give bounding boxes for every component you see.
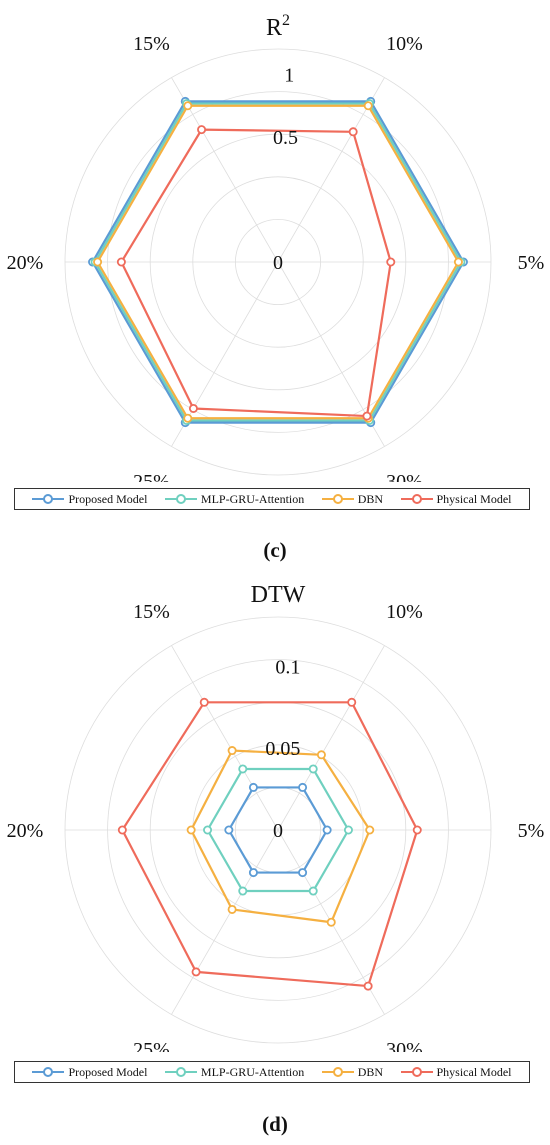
radial-tick-label: 1 bbox=[284, 64, 294, 86]
radial-tick-label: 0.05 bbox=[265, 738, 300, 760]
data-point bbox=[412, 825, 422, 835]
legend-item-mlp-gru-attention: MLP-GRU-Attention bbox=[164, 1064, 305, 1080]
grid-spoke bbox=[171, 829, 279, 1015]
legend-label: DBN bbox=[357, 491, 384, 506]
data-point bbox=[117, 825, 127, 835]
grid-spoke bbox=[277, 645, 385, 831]
category-label: 15% bbox=[133, 601, 170, 623]
data-point bbox=[238, 764, 248, 774]
category-label: 20% bbox=[7, 252, 44, 274]
chart-title: DTW bbox=[251, 582, 306, 608]
data-point bbox=[453, 257, 463, 267]
data-point bbox=[308, 764, 318, 774]
data-point bbox=[343, 825, 353, 835]
legend-c: Proposed Model MLP-GRU-Attention DBN Phy… bbox=[14, 488, 530, 510]
caption-text: (d) bbox=[262, 1112, 288, 1136]
category-label: 30% bbox=[386, 471, 423, 482]
legend-item-physical-model: Physical Model bbox=[400, 491, 512, 507]
data-point bbox=[322, 825, 332, 835]
chart-title-superscript: 2 bbox=[282, 12, 290, 29]
data-point bbox=[298, 868, 308, 878]
caption-text: (c) bbox=[263, 538, 287, 562]
legend-swatch bbox=[321, 494, 354, 504]
data-point bbox=[183, 101, 193, 111]
data-point bbox=[227, 904, 237, 914]
data-point bbox=[363, 101, 373, 111]
radar-chart-dtw: 0 0.05 0.1 5% 10% 15% 20% 25% 30% DTW bbox=[7, 582, 545, 1052]
category-label: 15% bbox=[133, 33, 170, 55]
radial-tick-label: 0.5 bbox=[273, 127, 298, 149]
legend-swatch bbox=[164, 1067, 197, 1077]
grid-spoke bbox=[171, 645, 279, 831]
category-label: 5% bbox=[518, 252, 545, 274]
data-point bbox=[298, 782, 308, 792]
legend-label: DBN bbox=[357, 1064, 384, 1079]
data-point bbox=[203, 825, 213, 835]
category-label: 25% bbox=[133, 1039, 170, 1052]
data-point bbox=[183, 413, 193, 423]
data-point bbox=[347, 697, 357, 707]
legend-item-proposed-model: Proposed Model bbox=[32, 1065, 147, 1080]
data-point bbox=[227, 746, 237, 756]
legend-swatch bbox=[400, 494, 433, 504]
data-point bbox=[197, 125, 207, 135]
data-point bbox=[238, 886, 248, 896]
category-label: 20% bbox=[7, 820, 44, 842]
data-point bbox=[116, 257, 126, 267]
legend-swatch bbox=[32, 1067, 65, 1077]
legend-label: MLP-GRU-Attention bbox=[200, 491, 305, 506]
data-point bbox=[199, 697, 209, 707]
data-point bbox=[191, 967, 201, 977]
data-point bbox=[326, 917, 336, 927]
legend-item-physical-model: Physical Model bbox=[400, 1064, 512, 1080]
data-point bbox=[365, 825, 375, 835]
data-point bbox=[386, 257, 396, 267]
data-point bbox=[248, 782, 258, 792]
data-point bbox=[224, 825, 234, 835]
caption-c: (c) bbox=[0, 538, 550, 563]
caption-d: (d) bbox=[0, 1112, 550, 1137]
legend-item-dbn: DBN bbox=[321, 1064, 384, 1080]
legend-label: Proposed Model bbox=[68, 491, 148, 506]
legend-label: Proposed Model bbox=[68, 1064, 148, 1079]
data-point bbox=[308, 886, 318, 896]
legend-d: Proposed Model MLP-GRU-Attention DBN Phy… bbox=[14, 1061, 530, 1083]
category-label: 30% bbox=[386, 1039, 423, 1052]
category-label: 10% bbox=[386, 601, 423, 623]
radial-tick-label: 0.1 bbox=[275, 656, 300, 678]
legend-item-dbn: DBN bbox=[321, 491, 384, 507]
data-point bbox=[186, 825, 196, 835]
radial-tick-label: 0 bbox=[273, 252, 283, 274]
legend-item-proposed-model: Proposed Model bbox=[32, 492, 147, 507]
data-point bbox=[93, 257, 103, 267]
category-label: 5% bbox=[518, 820, 545, 842]
data-point bbox=[248, 868, 258, 878]
legend-swatch bbox=[164, 494, 197, 504]
data-point bbox=[316, 750, 326, 760]
radial-tick-label: 0 bbox=[273, 820, 283, 842]
legend-swatch bbox=[400, 1067, 433, 1077]
category-label: 25% bbox=[133, 471, 170, 482]
legend-swatch bbox=[321, 1067, 354, 1077]
legend-label: Physical Model bbox=[436, 491, 512, 506]
legend-swatch bbox=[32, 494, 65, 504]
data-point bbox=[362, 411, 372, 421]
data-point bbox=[188, 403, 198, 413]
data-point bbox=[363, 981, 373, 991]
chart-title: R2 bbox=[266, 12, 290, 41]
category-label: 10% bbox=[386, 33, 423, 55]
radar-chart-r2: 00.515%10%15%20%25%30%R2 bbox=[7, 12, 545, 482]
legend-item-mlp-gru-attention: MLP-GRU-Attention bbox=[164, 491, 305, 507]
data-point bbox=[348, 127, 358, 137]
legend-label: Physical Model bbox=[436, 1064, 512, 1079]
legend-label: MLP-GRU-Attention bbox=[200, 1064, 305, 1079]
